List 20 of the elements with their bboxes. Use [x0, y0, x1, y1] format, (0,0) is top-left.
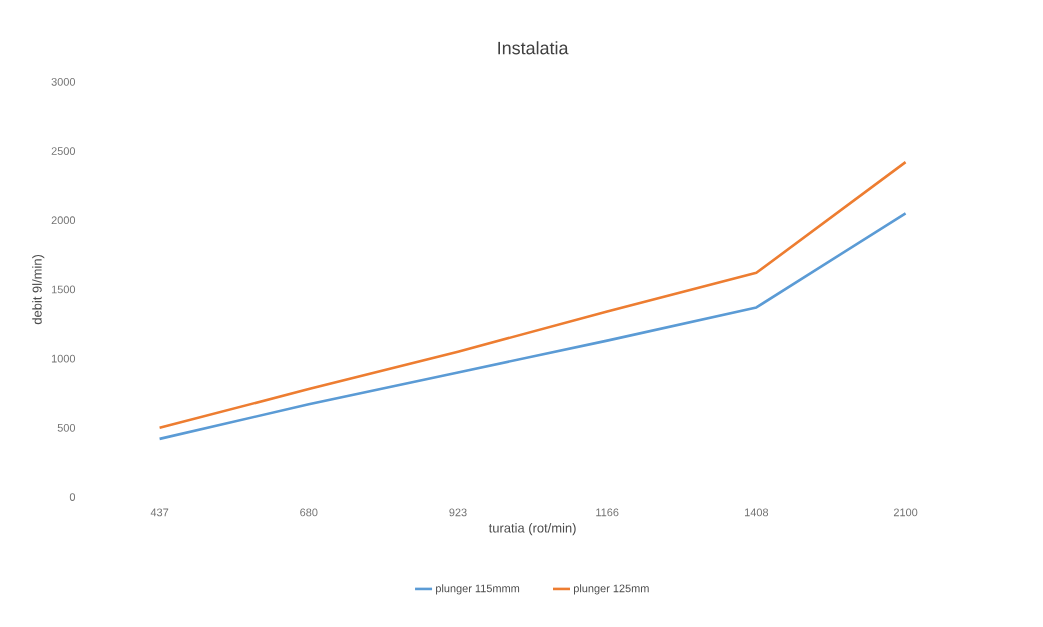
line-series [158, 160, 907, 430]
legend-label: plunger 115mmm [436, 584, 520, 595]
x-tick-label: 1408 [745, 508, 769, 517]
x-tick-label: 680 [300, 508, 318, 517]
x-tick-label: 923 [449, 508, 467, 517]
x-tick-label: 437 [150, 508, 169, 517]
x-axis-title: turatia (rot/min) [488, 523, 576, 536]
y-tick-label: 1000 [51, 354, 76, 363]
legend-label: plunger 125mm [573, 584, 649, 595]
y-tick-label: 3000 [51, 77, 76, 86]
x-tick-label: 1166 [596, 508, 619, 517]
y-tick-label: 1500 [51, 285, 76, 294]
line-series [158, 212, 907, 441]
x-tick-label: 2100 [893, 508, 918, 517]
y-tick-label: 2000 [51, 216, 76, 225]
chart-title: Instalatia [498, 41, 569, 55]
y-tick-label: 2500 [51, 147, 76, 155]
y-axis-title: debit 9l/min) [32, 254, 45, 325]
y-tick-label: 0 [69, 493, 76, 501]
y-tick-label: 500 [57, 423, 76, 432]
